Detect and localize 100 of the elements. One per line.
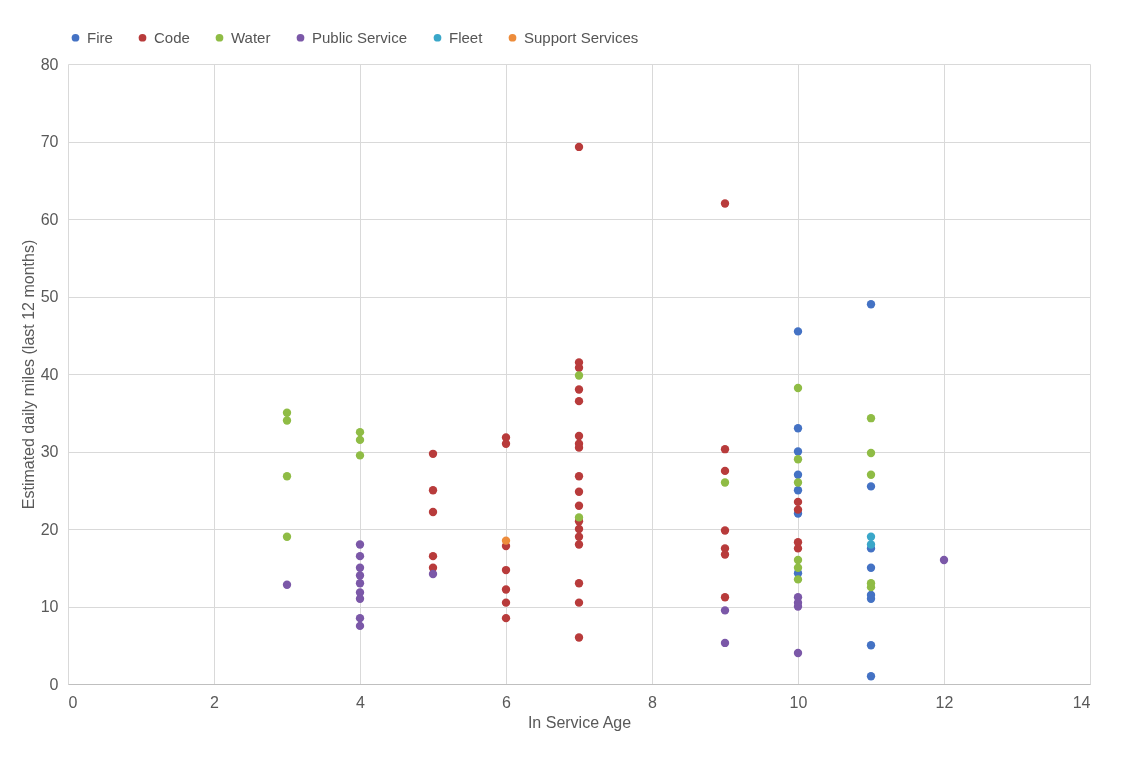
point [501,536,511,545]
x-axis-title: In Service Age [527,713,632,731]
point [939,555,949,565]
y-tick-label: 60 [40,210,59,228]
point [720,550,730,559]
point [720,638,730,648]
point [428,486,438,495]
point [866,540,876,549]
point [282,416,292,425]
point [574,598,584,607]
point [355,540,365,549]
point [282,532,292,541]
point [574,513,584,522]
point [793,497,803,507]
point [501,613,511,623]
point [866,672,876,681]
point [574,579,584,588]
x-tick-label: 6 [502,693,512,711]
point [793,327,803,336]
point [355,621,365,631]
point [574,487,584,496]
point [866,563,876,572]
point [866,470,876,479]
point [793,383,803,393]
x-tick-label: 14 [1072,693,1091,711]
y-tick-label: 70 [40,133,59,150]
point [282,580,292,589]
point [501,565,511,575]
point [793,648,803,658]
y-tick-label: 50 [40,288,59,305]
y-tick-label: 30 [40,443,59,460]
point [501,598,511,607]
point [501,439,511,448]
point [574,396,584,406]
legend-label: Fire [87,28,113,46]
y-tick-label: 40 [40,365,59,383]
point [574,532,584,541]
point [793,455,803,464]
y-tick-label: 0 [49,675,59,693]
x-tick-label: 2 [210,693,220,711]
point [428,449,438,458]
point [866,482,876,491]
point [866,448,876,458]
point [282,472,292,481]
point [793,544,803,553]
point [428,507,438,517]
point [793,424,803,433]
point [574,540,584,549]
y-tick-label: 10 [40,598,59,615]
point [574,633,584,642]
x-tick-label: 12 [935,693,954,711]
point [720,526,730,535]
point [355,579,365,588]
legend-label: Public Service [312,28,408,46]
point [574,371,584,380]
y-axis-title: Estimated daily miles (last 12 months) [19,239,37,510]
point [355,427,365,437]
point [355,435,365,445]
legend-label: Code [154,28,190,46]
point [866,532,876,541]
legend-label: Water [231,28,271,46]
point [282,408,292,417]
point [866,641,876,650]
y-tick-label: 20 [40,520,59,538]
point [355,594,365,603]
point [720,199,730,208]
point [355,451,365,460]
point [355,613,365,623]
point [720,606,730,615]
x-tick-label: 10 [789,693,808,711]
point [866,300,876,309]
point [355,571,365,580]
point [574,524,584,534]
point [720,593,730,602]
point [866,414,876,423]
x-tick-label: 4 [356,693,366,711]
point [355,563,365,572]
point [793,478,803,487]
legend-label: Fleet [449,28,484,46]
point [574,142,584,152]
point [574,501,584,510]
point [720,478,730,487]
point [428,551,438,561]
point [355,551,365,561]
point [793,486,803,495]
point [793,555,803,565]
point [793,505,803,514]
point [793,575,803,584]
point [793,447,803,456]
x-tick-label: 8 [648,693,658,711]
point [574,431,584,441]
point [793,563,803,572]
point [793,470,803,479]
legend-label: Support Services [524,28,639,46]
point [720,466,730,476]
point [574,385,584,394]
x-tick-label: 0 [68,693,78,711]
point [428,569,438,579]
point [574,472,584,481]
point [501,585,511,594]
